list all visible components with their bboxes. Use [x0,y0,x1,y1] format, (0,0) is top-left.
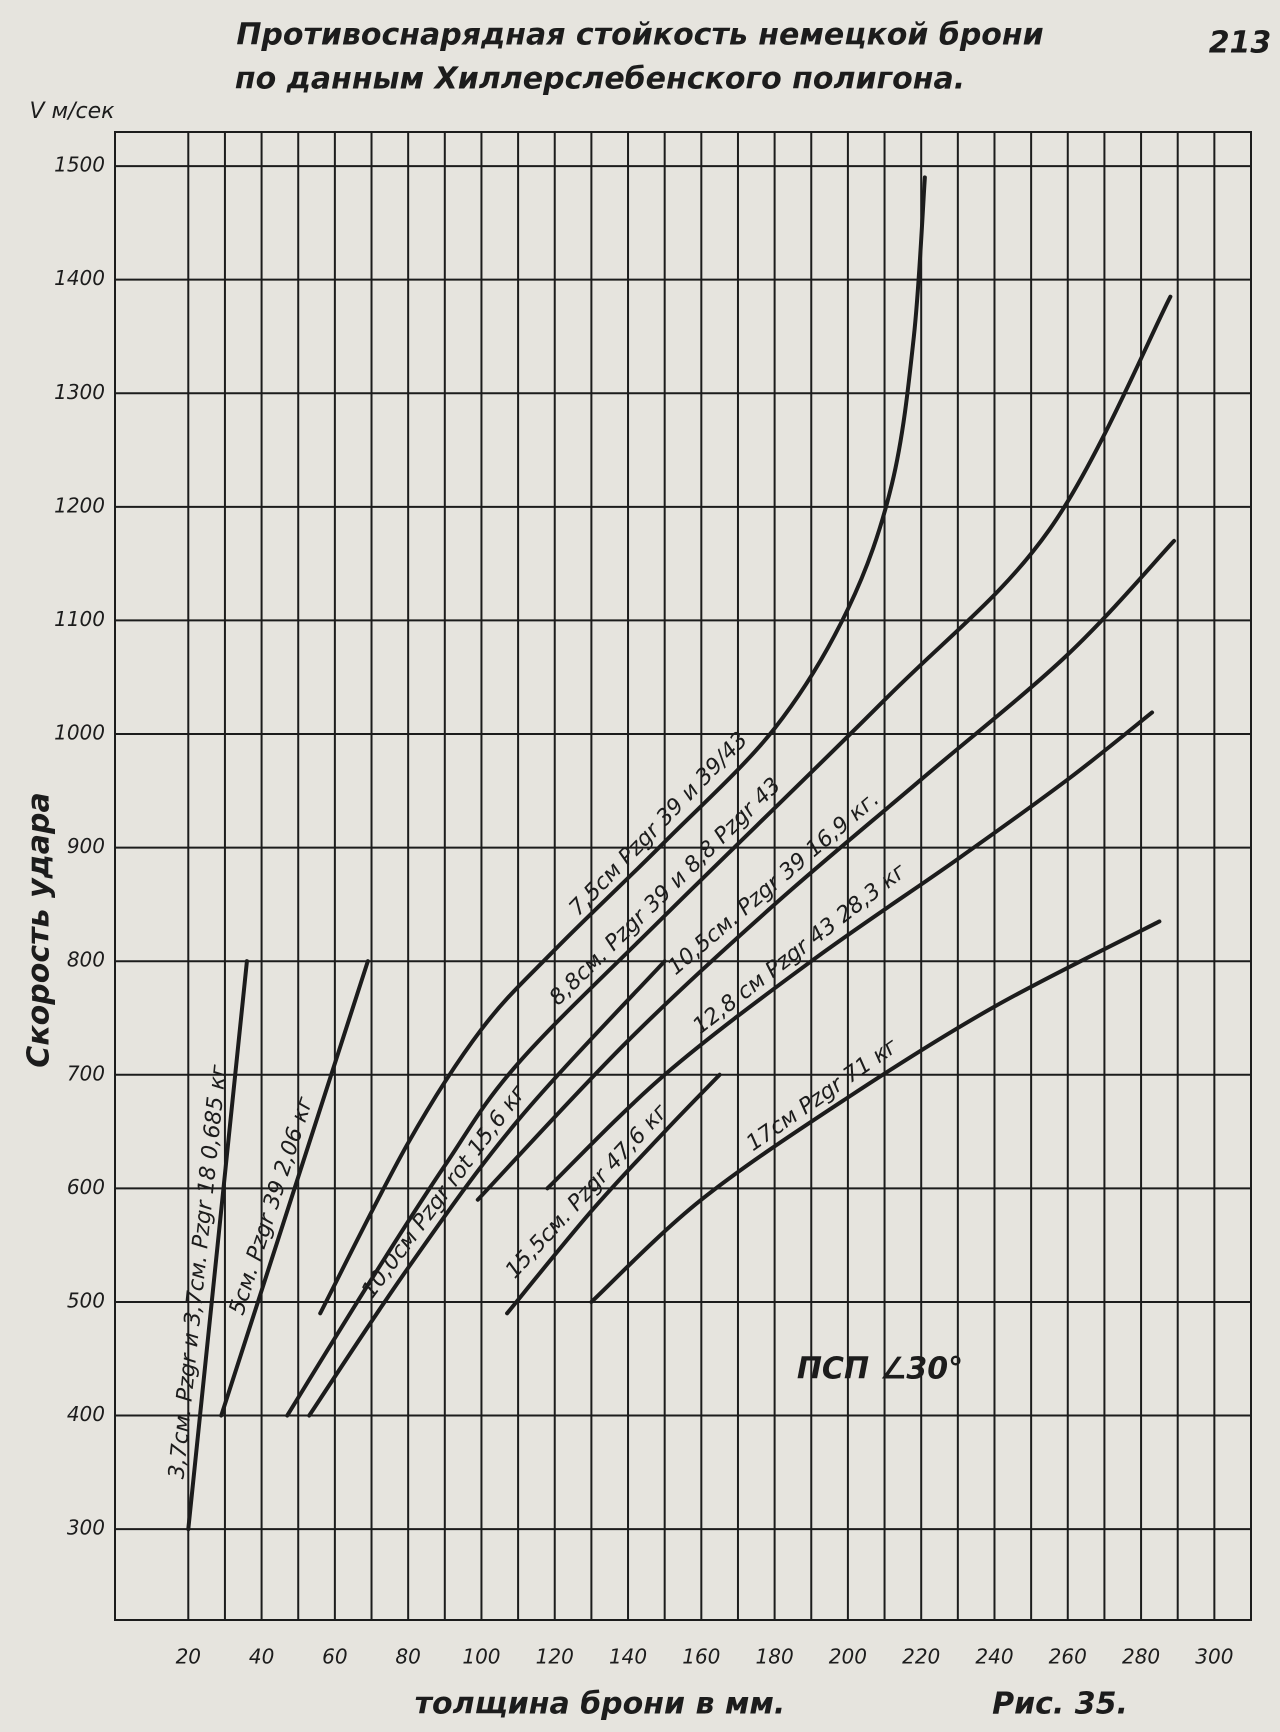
y-tick-label: 1000 [54,721,105,745]
data-line [186,959,249,1532]
y-tick-label: 900 [67,834,105,858]
figure-label: Рис. 35. [992,1687,1128,1722]
x-tick-label: 220 [902,1645,940,1669]
data-line [318,175,927,1316]
chart-subtitle: по данным Хиллерслебенского полигона. [235,62,965,97]
page-number: 213 [1209,26,1272,61]
data-line [219,959,370,1418]
data-line [307,959,667,1418]
y-tick-label: 600 [67,1175,105,1199]
x-tick-label: 140 [609,1645,647,1669]
y-tick-label: 300 [67,1516,105,1540]
y-tick-label: 500 [67,1288,105,1312]
y-tick-label: 1500 [54,153,105,177]
y-tick-label: 400 [67,1402,105,1426]
x-tick-label: 20 [176,1645,201,1669]
y-tick-label: 700 [67,1061,105,1085]
data-line [545,710,1155,1191]
x-tick-label: 120 [536,1645,574,1669]
annotation: ПСП ∠30° [797,1352,963,1387]
data-line [475,538,1177,1202]
y-tick-label: 1100 [54,607,105,631]
chart-title: Противоснарядная стойкость немецкой брон… [236,18,1043,53]
x-tick-label: 260 [1049,1645,1087,1669]
x-tick-label: 40 [249,1645,274,1669]
x-tick-label: 80 [395,1645,420,1669]
x-axis-label: толщина брони в мм. [415,1687,786,1722]
x-tick-label: 160 [682,1645,720,1669]
data-line [505,1072,722,1316]
y-unit: V м/сек [30,99,116,124]
x-tick-label: 200 [829,1645,867,1669]
x-tick-label: 60 [322,1645,347,1669]
y-tick-label: 1200 [54,493,105,517]
data-line [285,294,1173,1418]
x-tick-label: 180 [756,1645,794,1669]
x-tick-label: 300 [1195,1645,1233,1669]
x-tick-label: 240 [975,1645,1013,1669]
x-tick-label: 100 [462,1645,500,1669]
y-tick-label: 800 [67,948,105,972]
y-tick-label: 1300 [54,380,105,404]
data-line [589,919,1162,1304]
y-tick-label: 1400 [54,266,105,290]
plot-frame [114,131,1252,1621]
y-axis-label: Скорость удара [22,792,57,1067]
x-tick-label: 280 [1122,1645,1160,1669]
